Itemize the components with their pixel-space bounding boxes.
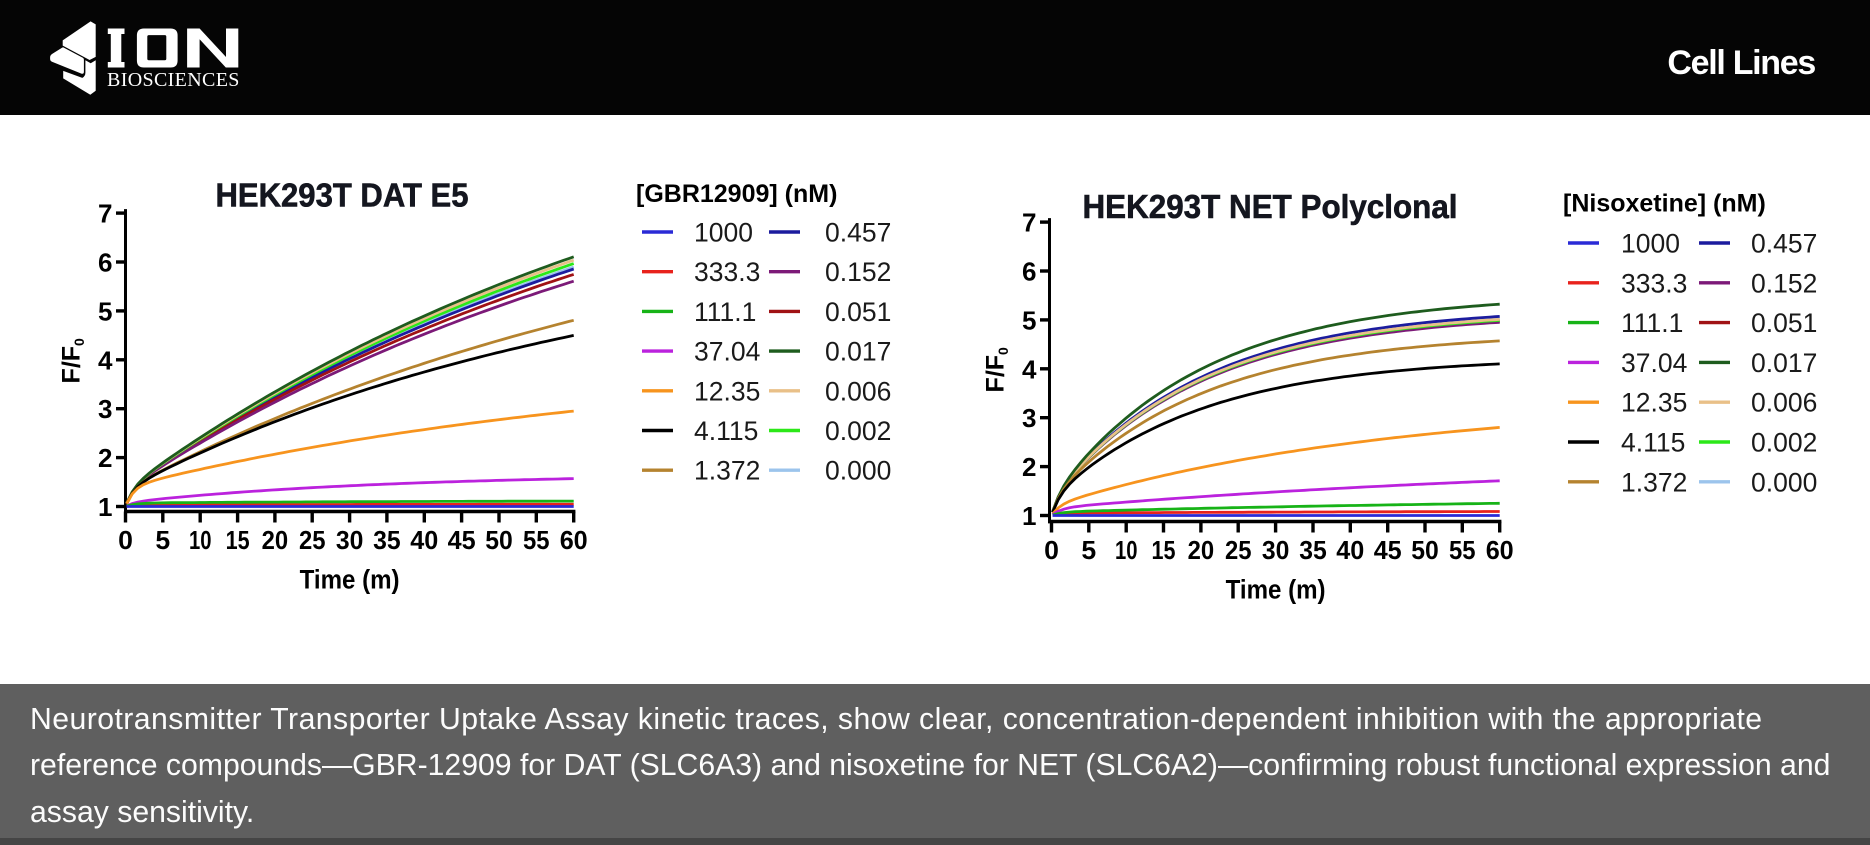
svg-text:0.000: 0.000 [1751, 467, 1817, 497]
svg-text:111.1: 111.1 [694, 297, 756, 327]
svg-text:333.3: 333.3 [694, 257, 760, 287]
svg-text:0.017: 0.017 [825, 337, 891, 367]
svg-text:1: 1 [1022, 501, 1036, 531]
svg-text:HEK293T NET Polyclonal: HEK293T NET Polyclonal [1083, 188, 1458, 225]
svg-text:40: 40 [1336, 535, 1364, 565]
svg-text:5: 5 [1022, 305, 1036, 335]
svg-text:55: 55 [1449, 535, 1476, 565]
svg-text:12.35: 12.35 [694, 376, 760, 406]
svg-text:50: 50 [1411, 535, 1439, 565]
svg-text:F/F0: F/F0 [981, 347, 1011, 393]
svg-text:333.3: 333.3 [1621, 268, 1687, 298]
svg-text:3: 3 [98, 394, 112, 424]
svg-text:0.006: 0.006 [825, 376, 891, 406]
svg-text:0: 0 [1044, 535, 1059, 565]
svg-text:2: 2 [98, 443, 112, 473]
svg-text:1000: 1000 [1621, 229, 1680, 259]
svg-text:0.457: 0.457 [825, 218, 891, 248]
svg-text:15: 15 [1152, 535, 1176, 565]
svg-text:0.051: 0.051 [825, 297, 891, 327]
svg-text:0.152: 0.152 [825, 257, 891, 287]
svg-text:30: 30 [1262, 535, 1290, 565]
svg-text:6: 6 [98, 248, 112, 278]
svg-text:Time (m): Time (m) [300, 565, 400, 595]
svg-text:5: 5 [1081, 535, 1096, 565]
svg-text:5: 5 [155, 525, 170, 555]
svg-text:4.115: 4.115 [694, 416, 758, 446]
svg-text:10: 10 [189, 525, 212, 555]
svg-text:7: 7 [98, 199, 112, 229]
svg-text:0: 0 [118, 525, 133, 555]
svg-text:4: 4 [98, 345, 113, 375]
svg-text:20: 20 [1188, 535, 1215, 565]
svg-text:37.04: 37.04 [694, 337, 760, 367]
svg-text:55: 55 [523, 525, 550, 555]
svg-text:1.372: 1.372 [1621, 467, 1687, 497]
svg-text:30: 30 [336, 525, 364, 555]
svg-text:0.006: 0.006 [1751, 388, 1817, 418]
svg-text:35: 35 [1299, 535, 1327, 565]
svg-text:20: 20 [262, 525, 289, 555]
svg-text:0.152: 0.152 [1751, 268, 1817, 298]
svg-text:0.000: 0.000 [825, 456, 891, 486]
svg-text:40: 40 [410, 525, 438, 555]
svg-text:0.457: 0.457 [1751, 229, 1817, 259]
svg-text:45: 45 [1374, 535, 1402, 565]
svg-text:7: 7 [1022, 208, 1036, 238]
svg-text:45: 45 [448, 525, 476, 555]
svg-text:6: 6 [1022, 257, 1036, 287]
svg-text:4: 4 [1022, 354, 1037, 384]
svg-text:0.017: 0.017 [1751, 348, 1817, 378]
svg-text:1: 1 [98, 492, 112, 522]
svg-text:HEK293T DAT E5: HEK293T DAT E5 [216, 177, 469, 214]
svg-text:37.04: 37.04 [1621, 348, 1687, 378]
svg-text:0.002: 0.002 [825, 416, 891, 446]
svg-text:4.115: 4.115 [1621, 428, 1685, 458]
svg-text:50: 50 [485, 525, 513, 555]
svg-text:10: 10 [1115, 535, 1138, 565]
svg-text:111.1: 111.1 [1621, 308, 1683, 338]
svg-text:3: 3 [1022, 403, 1036, 433]
svg-text:Time (m): Time (m) [1226, 575, 1326, 605]
svg-text:1.372: 1.372 [694, 456, 760, 486]
svg-text:15: 15 [226, 525, 250, 555]
svg-text:25: 25 [1225, 535, 1252, 565]
svg-text:[GBR12909] (nM): [GBR12909] (nM) [636, 180, 837, 208]
svg-text:12.35: 12.35 [1621, 388, 1687, 418]
svg-text:F/F0: F/F0 [57, 338, 87, 384]
svg-text:25: 25 [299, 525, 326, 555]
svg-text:60: 60 [560, 525, 588, 555]
svg-text:35: 35 [373, 525, 401, 555]
svg-text:0.051: 0.051 [1751, 308, 1817, 338]
svg-text:60: 60 [1486, 535, 1514, 565]
svg-text:0.002: 0.002 [1751, 428, 1817, 458]
svg-text:5: 5 [98, 296, 112, 326]
svg-text:1000: 1000 [694, 218, 753, 248]
svg-text:2: 2 [1022, 452, 1036, 482]
svg-text:[Nisoxetine] (nM): [Nisoxetine] (nM) [1563, 190, 1766, 218]
